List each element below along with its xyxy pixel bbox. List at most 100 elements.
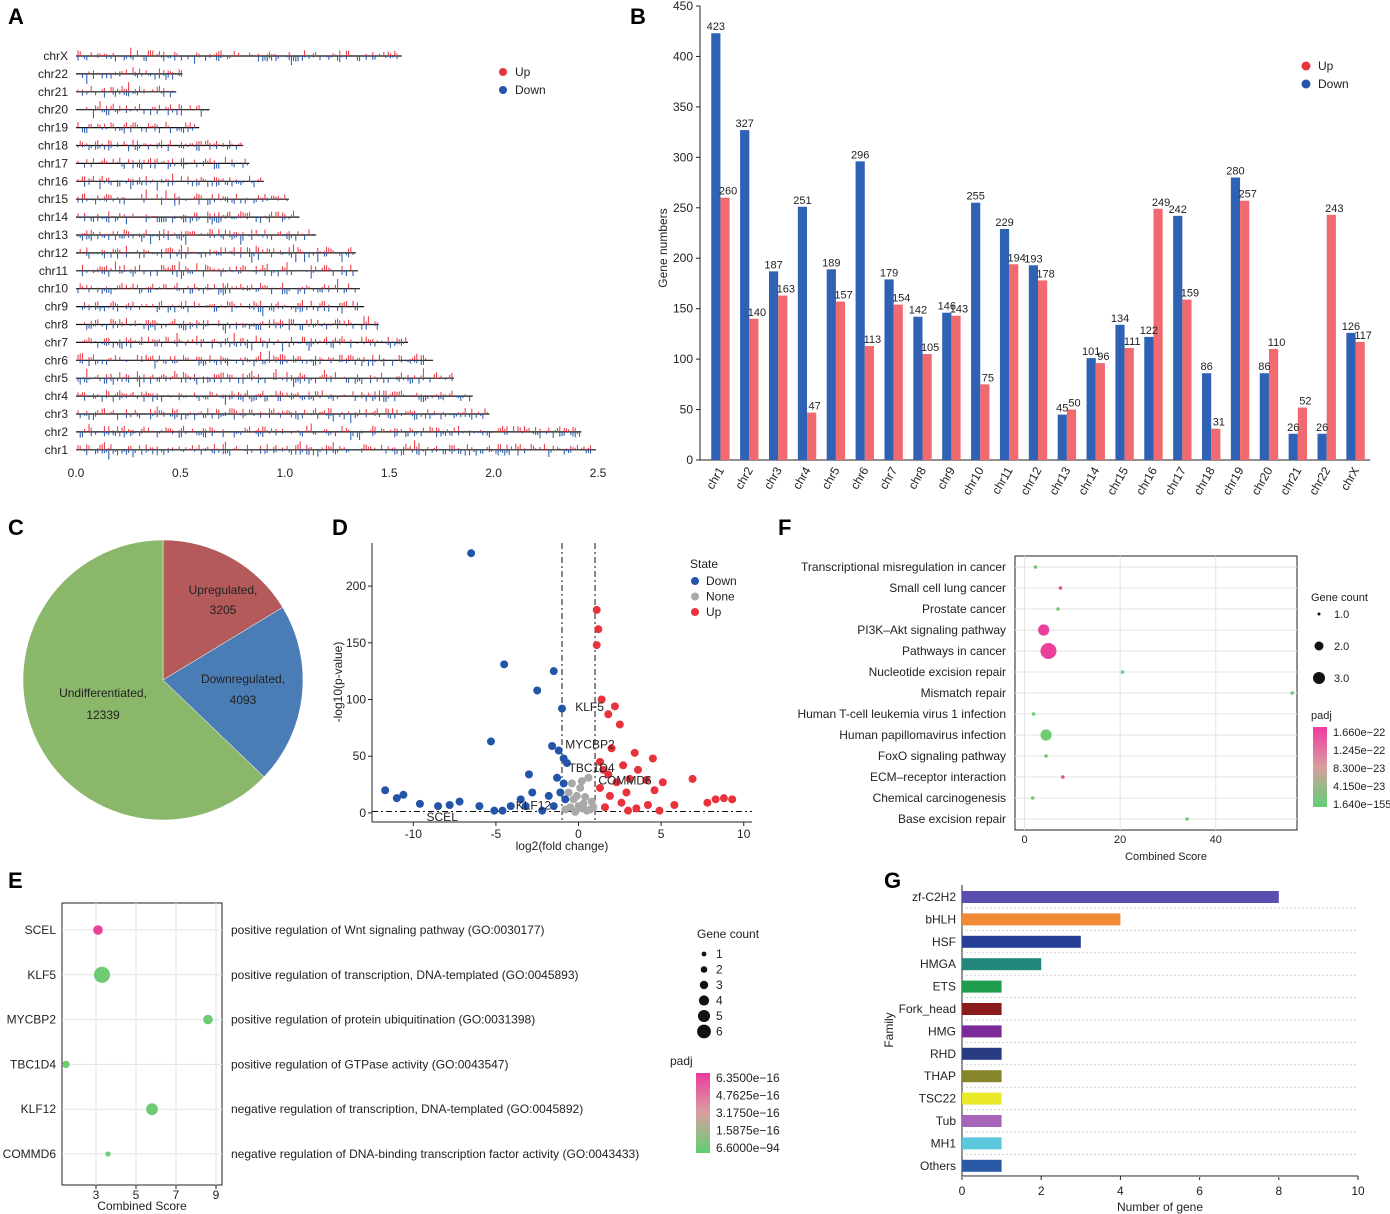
y-tick-label: 250 — [673, 201, 693, 215]
family-bar — [962, 913, 1121, 926]
family-label: HMGA — [920, 957, 956, 971]
x-tick-label: 2.0 — [485, 466, 502, 480]
x-tick-label: chr18 — [1191, 464, 1218, 497]
x-tick-label: chr1 — [703, 464, 727, 491]
x-tick-label: 0 — [1021, 834, 1027, 846]
x-axis-title: Combined Score — [97, 1199, 187, 1213]
bar-up — [1095, 363, 1105, 460]
up-gene-marks — [77, 47, 398, 56]
volcano-point — [719, 794, 728, 803]
volcano-point — [544, 791, 553, 800]
volcano-point — [711, 795, 720, 804]
volcano-point — [567, 779, 576, 788]
data-label-up: 159 — [1181, 288, 1199, 300]
bar-down — [999, 228, 1010, 460]
volcano-point — [619, 761, 628, 770]
bar-down — [740, 130, 750, 461]
data-label-down: 423 — [707, 21, 725, 33]
data-label-down: 296 — [851, 149, 869, 161]
bar-down — [971, 202, 981, 460]
bar-up — [922, 354, 932, 460]
x-tick-label: chr14 — [1075, 464, 1102, 497]
size-legend-marker — [697, 1024, 711, 1039]
volcano-point — [615, 720, 624, 729]
go-term-label: negative regulation of DNA-binding trans… — [231, 1147, 639, 1161]
chromosome-label: chr6 — [45, 353, 69, 367]
data-label-up: 260 — [719, 186, 737, 198]
x-tick-label: 0.5 — [172, 466, 189, 480]
bar-down — [913, 316, 923, 460]
volcano-point — [415, 799, 424, 808]
x-tick-label: chr20 — [1248, 464, 1275, 497]
volcano-point — [610, 702, 619, 711]
volcano-point — [524, 770, 533, 779]
chromosome-label: chr9 — [45, 300, 69, 314]
volcano-point — [612, 778, 621, 787]
data-label-up: 140 — [748, 307, 766, 319]
data-label-up: 52 — [1299, 396, 1311, 408]
volcano-point — [688, 774, 697, 783]
go-term-label: positive regulation of transcription, DN… — [231, 968, 579, 982]
x-tick-label: 2 — [1038, 1184, 1045, 1198]
y-tick-label: 50 — [680, 403, 694, 417]
volcano-point — [589, 803, 598, 812]
volcano-point — [516, 795, 525, 804]
x-tick-label: chr3 — [761, 464, 785, 491]
pathway-label: Chemical carcinogenesis — [873, 791, 1006, 805]
volcano-point — [648, 754, 657, 763]
down-gene-marks — [81, 73, 182, 84]
x-tick-label: 10 — [737, 827, 751, 841]
data-label-up: 163 — [777, 284, 795, 296]
up-gene-marks — [77, 390, 466, 397]
volcano-point — [572, 791, 581, 800]
color-legend-title: padj — [670, 1054, 693, 1068]
down-gene-marks — [77, 199, 288, 206]
bar-up — [864, 345, 874, 460]
pathway-label: Mismatch repair — [921, 686, 1006, 700]
x-tick-label: chr11 — [989, 464, 1016, 497]
bar-up — [1066, 409, 1077, 460]
data-label-up: 31 — [1213, 417, 1225, 429]
pathway-label: Nucleotide excision repair — [869, 665, 1006, 679]
y-tick-label: 400 — [673, 49, 693, 63]
volcano-point — [643, 800, 652, 809]
chromosome-label: chr16 — [38, 174, 68, 188]
volcano-point — [703, 798, 712, 807]
legend-up-marker — [499, 68, 507, 76]
down-gene-marks — [92, 109, 209, 119]
x-tick-label: 5 — [658, 827, 665, 841]
up-gene-marks — [81, 332, 407, 343]
data-label-down: 251 — [793, 195, 811, 207]
y-axis-title: Family — [882, 1012, 896, 1047]
bar-up — [835, 301, 846, 460]
volcano-point — [554, 746, 563, 755]
legend-title: State — [690, 557, 718, 571]
legend-up-label: Up — [1318, 59, 1334, 73]
slice-value: 4093 — [230, 693, 257, 707]
go-term-label: positive regulation of protein ubiquitin… — [231, 1013, 535, 1027]
x-axis-title: Combined Score — [1125, 851, 1207, 863]
bar-up — [749, 318, 759, 460]
size-legend-label: 2 — [716, 963, 723, 977]
volcano-point — [607, 744, 616, 753]
panel-a-karyogram: chrX chr22 chr21 chr20 chr19 chr18 chr17 chr16 c… — [38, 47, 607, 480]
panel-label-a: A — [8, 4, 24, 29]
family-label: THAP — [924, 1069, 956, 1083]
volcano-point — [445, 800, 454, 809]
volcano-point — [561, 795, 570, 804]
volcano-point — [574, 802, 583, 811]
bar-up — [720, 197, 730, 460]
family-label: ETS — [933, 980, 956, 994]
data-label-down: 26 — [1316, 422, 1328, 434]
y-tick-label: 200 — [673, 251, 693, 265]
slice-label: Upregulated, — [189, 583, 258, 597]
volcano-point — [475, 802, 484, 811]
volcano-point — [658, 778, 667, 787]
panel-label-f: F — [778, 515, 791, 540]
family-bar — [962, 1115, 1002, 1127]
chromosome-label: chr20 — [38, 103, 68, 117]
volcano-point — [500, 660, 509, 669]
family-bar — [962, 1137, 1002, 1150]
